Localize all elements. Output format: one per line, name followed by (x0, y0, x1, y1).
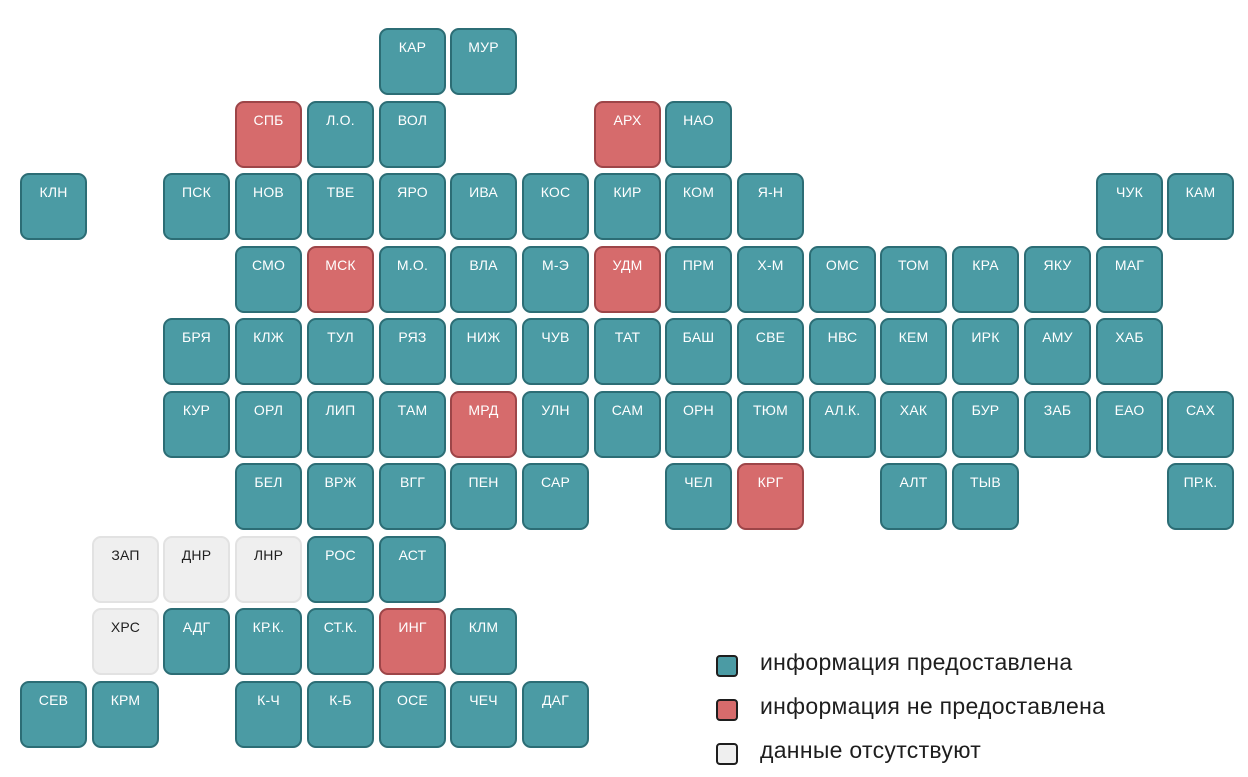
legend-label-provided: информация предоставлена (760, 649, 1073, 675)
region-tile: ТОМ (880, 246, 947, 313)
region-tile: ХАК (880, 391, 947, 458)
region-tile: КОС (522, 173, 589, 240)
region-tile: УДМ (594, 246, 661, 313)
region-tile: КИР (594, 173, 661, 240)
region-tile: ВЛА (450, 246, 517, 313)
region-tile: РОС (307, 536, 374, 603)
region-tile: ДНР (163, 536, 230, 603)
region-tile: ВГГ (379, 463, 446, 530)
region-tile: КРГ (737, 463, 804, 530)
region-tile: МСК (307, 246, 374, 313)
region-tile: ЯРО (379, 173, 446, 240)
region-tile: АДГ (163, 608, 230, 675)
region-tile: ЛНР (235, 536, 302, 603)
region-tile: КРА (952, 246, 1019, 313)
region-tile: АЛ.К. (809, 391, 876, 458)
region-tile: ЧЕЧ (450, 681, 517, 748)
region-tile: СТ.К. (307, 608, 374, 675)
region-tile: М-Э (522, 246, 589, 313)
region-tile: КАМ (1167, 173, 1234, 240)
region-tile: ПР.К. (1167, 463, 1234, 530)
region-tile: ПЕН (450, 463, 517, 530)
region-tile: ТЫВ (952, 463, 1019, 530)
region-tile: ХАБ (1096, 318, 1163, 385)
region-tile: ЧУК (1096, 173, 1163, 240)
region-tile: САМ (594, 391, 661, 458)
region-tile: ОМС (809, 246, 876, 313)
region-tile: СПБ (235, 101, 302, 168)
region-tile: КУР (163, 391, 230, 458)
legend-swatch-provided (716, 655, 738, 677)
region-tile: Я-Н (737, 173, 804, 240)
region-tile: ТАТ (594, 318, 661, 385)
region-tile: АМУ (1024, 318, 1091, 385)
region-tile: АЛТ (880, 463, 947, 530)
region-tile: ИРК (952, 318, 1019, 385)
region-tile: МАГ (1096, 246, 1163, 313)
region-tile: КАР (379, 28, 446, 95)
region-tile: КР.К. (235, 608, 302, 675)
region-tile: ВРЖ (307, 463, 374, 530)
region-tile: СМО (235, 246, 302, 313)
region-tile: К-Б (307, 681, 374, 748)
region-tile: БЕЛ (235, 463, 302, 530)
region-tile: МУР (450, 28, 517, 95)
region-tile: БАШ (665, 318, 732, 385)
region-tile: НОВ (235, 173, 302, 240)
region-tile: ОРН (665, 391, 732, 458)
legend-swatch-not-provided (716, 699, 738, 721)
region-tile: САХ (1167, 391, 1234, 458)
region-tile: КРМ (92, 681, 159, 748)
region-tile: БРЯ (163, 318, 230, 385)
region-tile: СЕВ (20, 681, 87, 748)
region-tile: ЛИП (307, 391, 374, 458)
region-tile: М.О. (379, 246, 446, 313)
region-tile: СВЕ (737, 318, 804, 385)
legend-swatch-missing (716, 743, 738, 765)
region-tile: ЯКУ (1024, 246, 1091, 313)
region-tile: МРД (450, 391, 517, 458)
region-tile: КЛЖ (235, 318, 302, 385)
legend-label-not-provided: информация не предоставлена (760, 693, 1106, 719)
region-tile: УЛН (522, 391, 589, 458)
region-tile: ИНГ (379, 608, 446, 675)
region-tile: ТЮМ (737, 391, 804, 458)
region-tile: АСТ (379, 536, 446, 603)
region-tile: КЕМ (880, 318, 947, 385)
region-tile: КЛМ (450, 608, 517, 675)
region-tile: БУР (952, 391, 1019, 458)
region-tile: НАО (665, 101, 732, 168)
region-tile: ЗАБ (1024, 391, 1091, 458)
region-tile: ТУЛ (307, 318, 374, 385)
region-tile: САР (522, 463, 589, 530)
region-tile: ЧУВ (522, 318, 589, 385)
region-tile: ПРМ (665, 246, 732, 313)
region-tile: Л.О. (307, 101, 374, 168)
region-tile: РЯЗ (379, 318, 446, 385)
region-tile: НИЖ (450, 318, 517, 385)
region-tile: ИВА (450, 173, 517, 240)
region-tile: ОСЕ (379, 681, 446, 748)
region-tile: КОМ (665, 173, 732, 240)
region-tile: ХРС (92, 608, 159, 675)
region-tile: ТВЕ (307, 173, 374, 240)
region-tile: ВОЛ (379, 101, 446, 168)
region-tile: КЛН (20, 173, 87, 240)
region-tile: ЕАО (1096, 391, 1163, 458)
region-tile: ОРЛ (235, 391, 302, 458)
region-tile: К-Ч (235, 681, 302, 748)
region-tile: ПСК (163, 173, 230, 240)
region-tile: АРХ (594, 101, 661, 168)
legend-label-missing: данные отсутствуют (760, 737, 982, 763)
region-tile: ДАГ (522, 681, 589, 748)
region-tile: ЗАП (92, 536, 159, 603)
region-tile: ЧЕЛ (665, 463, 732, 530)
region-tile: ТАМ (379, 391, 446, 458)
region-tile: Х-М (737, 246, 804, 313)
region-tile: НВС (809, 318, 876, 385)
